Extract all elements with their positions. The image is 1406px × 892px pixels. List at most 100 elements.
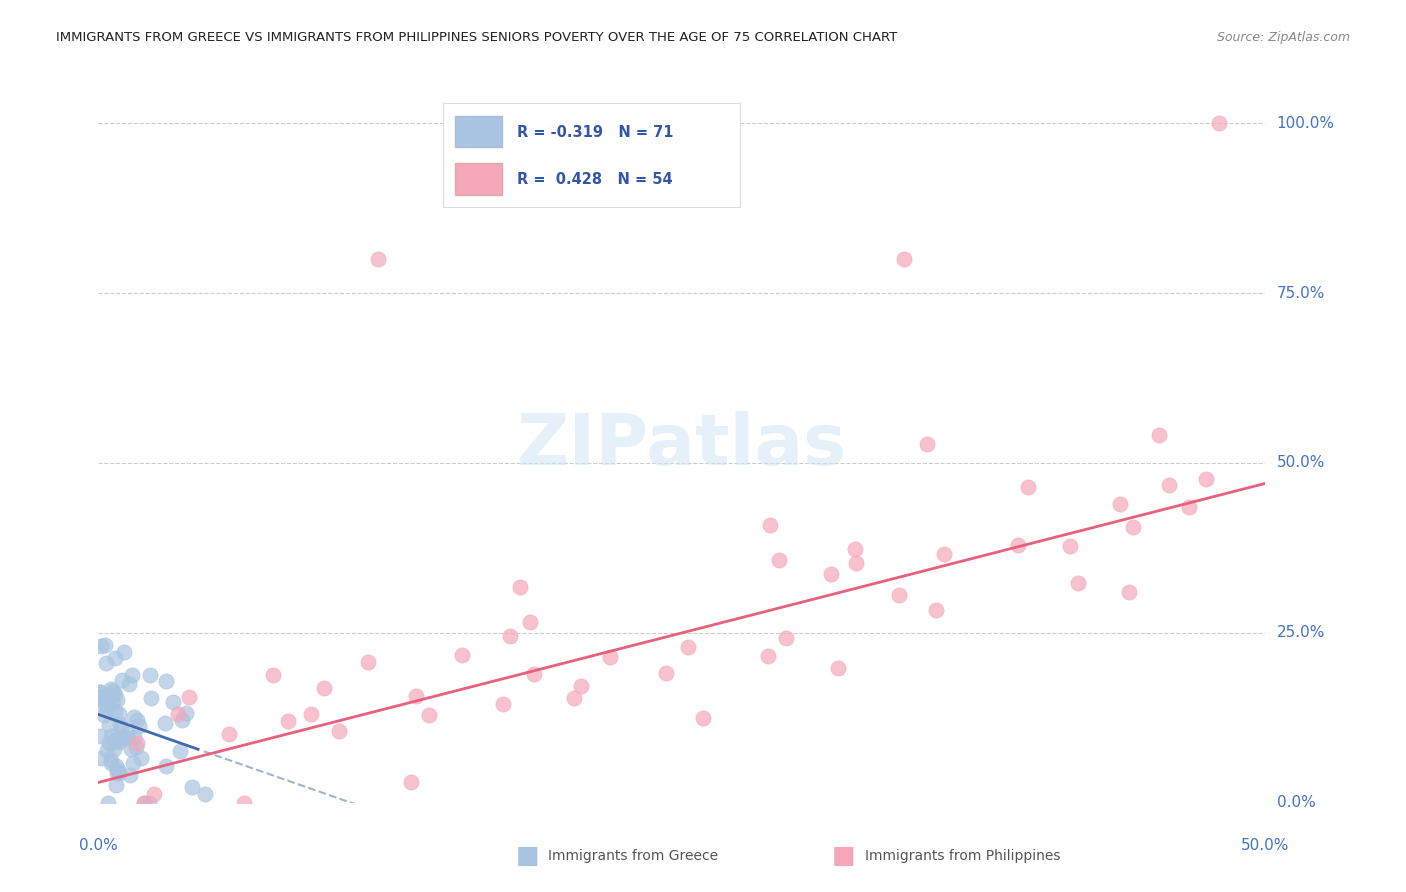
- Point: [110, 720, 132, 734]
- Point: [1108, 497, 1130, 511]
- Text: ZIPatlas: ZIPatlas: [517, 411, 846, 481]
- Point: [104, 704, 127, 718]
- Point: [96, 697, 118, 711]
- Point: [820, 566, 842, 581]
- Point: [169, 744, 191, 758]
- Point: [117, 731, 139, 745]
- Point: [100, 682, 122, 697]
- Point: [153, 716, 176, 731]
- Point: [523, 667, 546, 681]
- Point: [98, 736, 121, 750]
- Point: [118, 676, 141, 690]
- Point: [107, 763, 129, 777]
- Point: [108, 765, 131, 780]
- Point: [844, 541, 866, 556]
- Point: [1122, 520, 1144, 534]
- Point: [492, 697, 515, 711]
- Text: 0.0%: 0.0%: [1277, 796, 1315, 810]
- Point: [111, 673, 134, 687]
- Point: [599, 649, 621, 664]
- Point: [889, 588, 911, 602]
- Point: [103, 695, 125, 709]
- Point: [97, 796, 120, 810]
- Point: [141, 691, 163, 706]
- Point: [932, 547, 955, 561]
- Point: [1007, 538, 1029, 552]
- Point: [108, 716, 131, 731]
- Point: [775, 631, 797, 645]
- Point: [277, 714, 299, 728]
- Point: [232, 796, 254, 810]
- Point: [112, 645, 135, 659]
- Point: [155, 758, 177, 772]
- Point: [132, 796, 155, 810]
- Point: [367, 252, 389, 266]
- Point: [122, 756, 145, 771]
- Point: [262, 668, 284, 682]
- Point: [1066, 576, 1088, 591]
- Point: [756, 648, 779, 663]
- Point: [655, 666, 678, 681]
- Point: [115, 727, 138, 741]
- Point: [172, 713, 194, 727]
- Point: [405, 690, 427, 704]
- Point: [105, 766, 128, 780]
- Point: [143, 787, 166, 801]
- Point: [108, 706, 131, 721]
- Point: [125, 735, 148, 749]
- Point: [105, 732, 128, 747]
- Point: [104, 759, 127, 773]
- Point: [90, 690, 112, 705]
- Point: [692, 711, 714, 725]
- Point: [827, 660, 849, 674]
- Text: Source: ZipAtlas.com: Source: ZipAtlas.com: [1216, 31, 1350, 45]
- Point: [121, 668, 143, 682]
- Text: ■: ■: [516, 845, 538, 868]
- Point: [90, 640, 112, 654]
- Point: [1017, 480, 1039, 494]
- Point: [181, 780, 204, 794]
- Point: [89, 685, 111, 699]
- Point: [562, 690, 585, 705]
- Point: [103, 732, 125, 747]
- Point: [122, 709, 145, 723]
- Point: [768, 553, 790, 567]
- Point: [519, 615, 541, 629]
- Point: [105, 692, 128, 706]
- Text: 100.0%: 100.0%: [1277, 116, 1334, 131]
- Point: [569, 679, 592, 693]
- Point: [893, 252, 915, 266]
- Point: [845, 556, 868, 570]
- Text: 0.0%: 0.0%: [79, 838, 118, 853]
- Point: [108, 735, 131, 749]
- Point: [357, 655, 380, 669]
- Point: [94, 701, 117, 715]
- Point: [103, 742, 125, 756]
- Point: [105, 778, 128, 792]
- Point: [103, 684, 125, 698]
- Point: [112, 731, 135, 745]
- Point: [89, 751, 111, 765]
- Point: [120, 768, 142, 782]
- Point: [104, 687, 127, 701]
- Text: Immigrants from Greece: Immigrants from Greece: [548, 849, 718, 863]
- Point: [127, 714, 149, 728]
- Point: [1118, 585, 1140, 599]
- Point: [124, 730, 146, 744]
- Point: [1159, 478, 1181, 492]
- Point: [138, 796, 160, 810]
- Point: [89, 684, 111, 698]
- Point: [1208, 116, 1230, 130]
- Point: [96, 742, 118, 756]
- Point: [93, 708, 115, 723]
- Point: [174, 706, 197, 720]
- Point: [1059, 539, 1081, 553]
- Point: [101, 687, 124, 701]
- Point: [925, 603, 948, 617]
- Point: [107, 733, 129, 747]
- Text: 75.0%: 75.0%: [1277, 285, 1324, 301]
- Point: [94, 697, 117, 711]
- Point: [450, 648, 472, 662]
- Point: [915, 437, 938, 451]
- Point: [125, 739, 148, 754]
